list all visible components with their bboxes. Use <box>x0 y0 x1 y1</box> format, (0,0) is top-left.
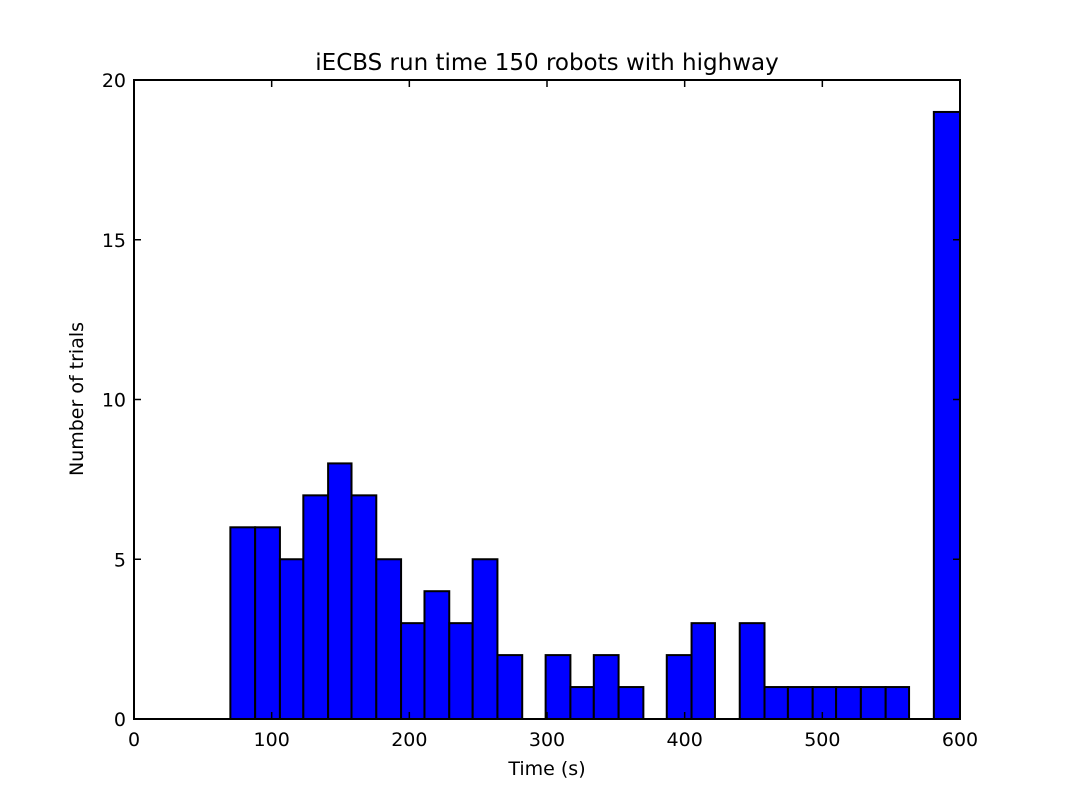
x-tick-label-3: 300 <box>529 729 565 751</box>
x-tick-label-4: 400 <box>667 729 703 751</box>
y-tick-label-4: 20 <box>102 70 126 92</box>
histogram-bar-14 <box>592 654 620 720</box>
x-axis-label: Time (s) <box>507 758 585 780</box>
histogram-bar-9 <box>448 622 474 721</box>
histogram-bar-10 <box>471 558 499 720</box>
y-tick-label-1: 5 <box>114 549 126 571</box>
histogram-bar-18 <box>738 622 766 721</box>
histogram-bar-6 <box>375 558 403 720</box>
histogram-bar-17 <box>690 622 716 721</box>
histogram-bar-4 <box>327 462 353 720</box>
y-tick-label-2: 10 <box>102 390 126 412</box>
histogram-bar-11 <box>496 654 524 720</box>
histogram-bar-0 <box>229 526 257 720</box>
histogram-bar-7 <box>400 622 426 721</box>
histogram-bar-12 <box>544 654 572 720</box>
histogram-bar-15 <box>617 686 645 720</box>
histogram-bar-24 <box>884 686 911 720</box>
y-tick-label-3: 15 <box>102 230 126 252</box>
x-tick-label-1: 100 <box>254 729 290 751</box>
x-tick-label-2: 200 <box>391 729 427 751</box>
x-tick-label-5: 500 <box>804 729 840 751</box>
y-axis-label: Number of trials <box>66 322 88 476</box>
histogram-bar-1 <box>254 526 281 720</box>
histogram-bar-20 <box>786 686 814 720</box>
histogram-bar-2 <box>278 558 305 720</box>
bars-group <box>229 110 961 721</box>
histogram-bar-13 <box>569 686 595 720</box>
histogram-bar-22 <box>835 686 862 720</box>
histogram-bar-25 <box>932 110 961 720</box>
histogram-bar-23 <box>859 686 887 720</box>
histogram-bar-5 <box>350 494 378 720</box>
chart-title: iECBS run time 150 robots with highway <box>315 50 778 76</box>
histogram-bar-21 <box>811 686 838 720</box>
histogram-bar-3 <box>302 494 330 720</box>
x-tick-label-0: 0 <box>128 729 140 751</box>
y-tick-label-0: 0 <box>114 709 126 731</box>
x-tick-label-6: 600 <box>942 729 978 751</box>
histogram-bar-8 <box>423 590 451 721</box>
histogram-bar-19 <box>763 686 789 720</box>
histogram-bar-16 <box>665 654 693 720</box>
ticks-group: 0 100 200 300 400 500 600 0 5 10 15 20 <box>102 70 978 751</box>
